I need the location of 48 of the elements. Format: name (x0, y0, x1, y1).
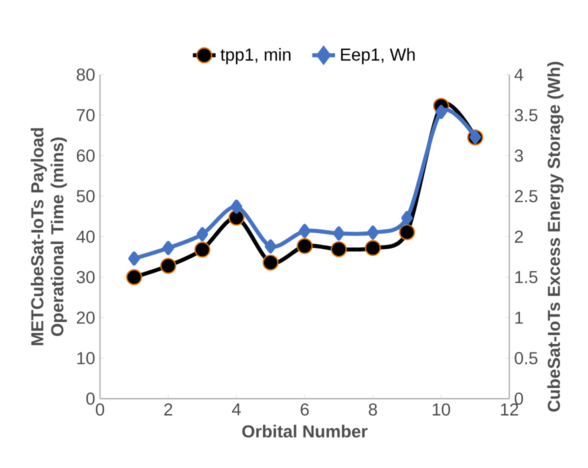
point (230, 200, 242, 214)
x-axis-title: Orbital Number (242, 424, 368, 438)
y2-tick-label: 2.5 (514, 190, 538, 202)
point (298, 224, 310, 238)
y2-tick-label: 3.5 (514, 109, 538, 122)
point (399, 224, 416, 240)
y2-tick-label: 4 (514, 68, 524, 81)
x-tick-label: 6 (300, 403, 309, 416)
y2-tick-label: 0 (514, 392, 524, 405)
point (367, 226, 379, 240)
point (364, 240, 381, 256)
y-tick-label: 60 (76, 150, 95, 162)
y2-tick-label: 0.5 (514, 352, 538, 364)
x-tick-label: 8 (368, 403, 377, 416)
y-tick-label: 80 (76, 68, 95, 81)
point (401, 210, 413, 226)
y2-tick-label: 3 (514, 150, 523, 162)
x-tick-label: 10 (432, 403, 450, 416)
point (262, 254, 279, 271)
x-tick-label: 0 (96, 403, 104, 416)
point (332, 226, 345, 240)
y2-tick-label: 1.5 (515, 271, 538, 284)
y2-tick-label: 1 (515, 312, 523, 324)
point (196, 227, 208, 242)
legend-label: tpp1, min (220, 48, 290, 64)
y-tick-label: 20 (76, 312, 95, 324)
y-tick-label: 30 (76, 271, 95, 284)
point (162, 240, 174, 256)
point (330, 241, 347, 258)
point (194, 242, 210, 258)
x-tick-label: 2 (164, 403, 172, 416)
y-tick-label: 10 (77, 352, 95, 364)
point (264, 239, 276, 254)
point (296, 238, 313, 254)
x-tick-label: 12 (501, 403, 518, 416)
y-axis-title: METCubeSat-IoTs Payload Operational Time (mins) (30, 128, 67, 346)
point (435, 104, 447, 119)
x-tick-label: 4 (232, 403, 241, 416)
y-tick-label: 40 (76, 230, 95, 243)
y-tick-label: 70 (76, 109, 95, 122)
legend-label: Eep1, Wh (341, 48, 415, 64)
point (128, 251, 140, 266)
y-tick-label: 0 (86, 392, 95, 405)
y-tick-label: 50 (76, 190, 95, 202)
y2-tick-label: 2 (514, 230, 523, 243)
point (160, 258, 176, 274)
point (126, 269, 142, 286)
y2-axis-title: CubeSat-IoTs Excess Energy Storage (Wh) (547, 62, 564, 412)
